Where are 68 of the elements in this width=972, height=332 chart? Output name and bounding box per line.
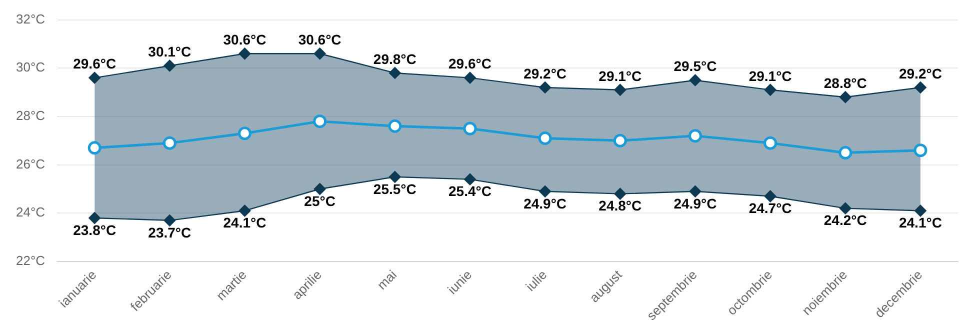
point [388, 170, 401, 183]
point [539, 81, 552, 94]
point [388, 66, 401, 79]
point [764, 136, 778, 150]
y-tick-label: 26°C [16, 156, 46, 172]
data-label: 29.2°C [524, 65, 567, 82]
point [464, 173, 476, 186]
point [88, 72, 101, 84]
data-label: 24.8°C [598, 198, 642, 214]
data-label: 24.1°C [898, 214, 942, 231]
point [238, 204, 251, 217]
point [689, 74, 702, 86]
point [313, 114, 327, 128]
point [164, 214, 176, 226]
point [839, 91, 852, 104]
data-label: 29.1°C [598, 68, 642, 84]
data-label: 25.4°C [448, 183, 492, 200]
data-label: 29.8°C [373, 50, 416, 67]
point [914, 204, 926, 217]
point [689, 185, 702, 198]
point [764, 190, 776, 202]
data-label: 23.8°C [73, 222, 116, 238]
point [914, 81, 926, 94]
point [162, 136, 176, 150]
x-tick-label: iulie [522, 267, 550, 294]
data-label: 28.8°C [824, 75, 867, 91]
y-tick-label: 22°C [16, 253, 46, 268]
x-tick-label: mai [374, 266, 400, 292]
point [838, 146, 852, 160]
point [914, 144, 928, 158]
data-label: 24.9°C [524, 195, 567, 212]
point [538, 131, 552, 145]
data-label: 24.1°C [223, 214, 266, 231]
data-label: 25.5°C [373, 180, 416, 197]
y-tick-label: 32°C [16, 11, 46, 26]
point [388, 119, 402, 133]
data-label: 23.7°C [148, 224, 192, 240]
point [314, 182, 326, 195]
point [88, 212, 101, 224]
point [539, 185, 552, 198]
point [164, 60, 176, 72]
data-label: 24.2°C [824, 212, 867, 228]
point [88, 141, 102, 155]
point [314, 48, 326, 60]
data-label: 29.1°C [748, 68, 792, 84]
point [614, 84, 626, 96]
point [464, 72, 476, 84]
point [614, 188, 626, 200]
data-label: 29.5°C [674, 58, 717, 74]
point [688, 129, 702, 143]
point [238, 126, 252, 140]
data-label: 25°C [304, 192, 336, 209]
point [839, 202, 852, 214]
data-label: 30.6°C [223, 31, 266, 48]
data-label: 29.6°C [73, 56, 116, 72]
data-label: 30.6°C [298, 31, 342, 48]
y-tick-label: 24°C [16, 204, 46, 220]
data-label: 24.7°C [748, 200, 792, 216]
y-tick-label: 30°C [16, 60, 46, 75]
y-tick-label: 28°C [16, 108, 46, 124]
point [613, 134, 627, 148]
data-label: 24.9°C [674, 195, 717, 212]
data-label: 29.6°C [448, 56, 492, 72]
point [764, 84, 776, 96]
data-label: 29.2°C [898, 65, 942, 82]
point [238, 48, 251, 60]
data-label: 30.1°C [148, 44, 192, 60]
point [463, 122, 477, 136]
